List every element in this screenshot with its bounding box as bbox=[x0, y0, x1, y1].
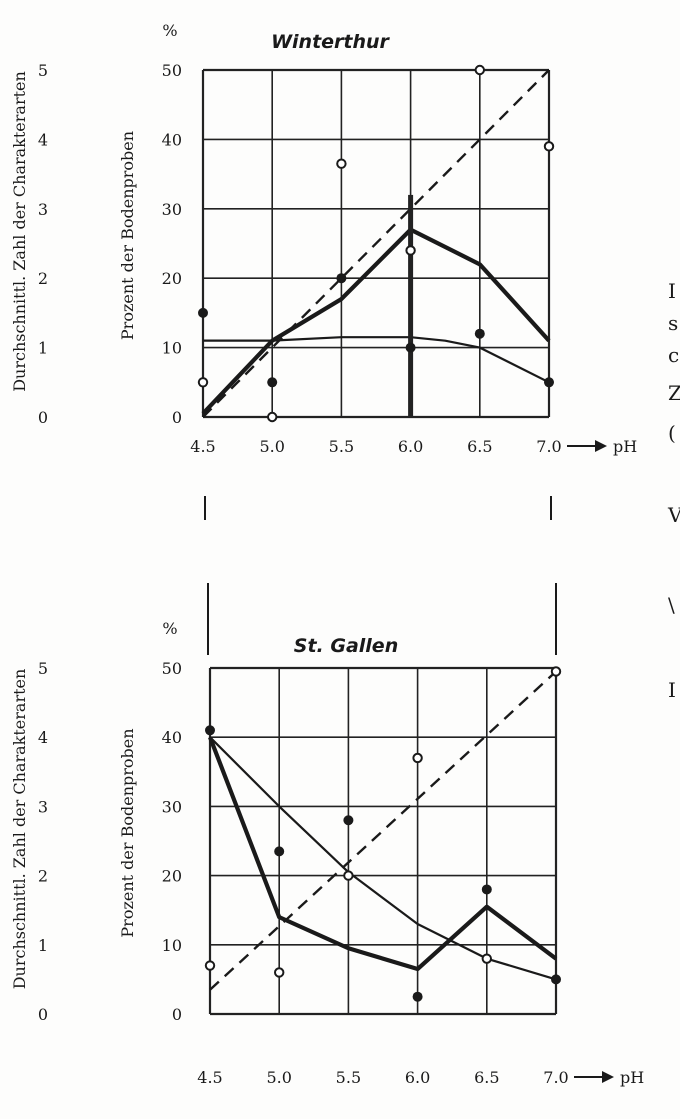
page-text-fragment: \ bbox=[668, 593, 675, 617]
data-point-filled bbox=[336, 273, 347, 284]
y-tick-label-percent: 30 bbox=[162, 200, 182, 219]
data-point-filled bbox=[544, 377, 554, 388]
page-text-fragment: I bbox=[668, 279, 676, 303]
y-tick-label-percent: 40 bbox=[162, 728, 182, 747]
y-tick-label-count: 2 bbox=[38, 867, 48, 886]
series-line-dashed bbox=[209, 670, 557, 991]
y-tick-label-percent: 40 bbox=[162, 130, 182, 149]
y-axis-label-right: Prozent der Bodenproben bbox=[118, 728, 137, 937]
x-tick-label: 5.5 bbox=[336, 1068, 361, 1087]
y-tick-label-percent: 50 bbox=[162, 659, 182, 678]
y-tick-label-count: 4 bbox=[38, 130, 48, 149]
y-tick-label-percent: 20 bbox=[162, 867, 182, 886]
x-tick-label: 7.0 bbox=[536, 437, 561, 456]
series-line-thick bbox=[201, 227, 551, 415]
arrow-head-icon bbox=[602, 1071, 614, 1083]
data-point-filled bbox=[551, 974, 561, 985]
y-tick-label-percent: 50 bbox=[162, 61, 182, 80]
x-tick-label: 6.0 bbox=[405, 1068, 430, 1087]
x-tick-label: 5.0 bbox=[259, 437, 284, 456]
data-point-filled bbox=[205, 725, 215, 736]
page-text-fragment: s bbox=[668, 311, 678, 335]
x-tick-label: 6.0 bbox=[398, 437, 423, 456]
data-point-filled bbox=[412, 991, 423, 1002]
data-point-filled bbox=[405, 342, 416, 353]
series-line-dashed bbox=[202, 69, 550, 418]
page-text-fragment: c bbox=[668, 343, 679, 367]
page-text-fragment: I bbox=[668, 678, 676, 702]
y-tick-label-percent: 10 bbox=[162, 936, 182, 955]
chart-title: Winterthur bbox=[271, 31, 390, 53]
y-tick-label-count: 1 bbox=[38, 936, 48, 955]
data-point-open bbox=[474, 64, 485, 76]
chart-st-gallen: 4.5 5.0 5.5 6.0 6.5 7.0 pH 0 10 20 30 40 50% 0 1 2 3 4 5 Du… bbox=[10, 583, 644, 1087]
data-point-open bbox=[336, 158, 347, 169]
series-line-thick bbox=[208, 736, 558, 972]
x-tick-label: 4.5 bbox=[197, 1068, 222, 1087]
y-tick-label-count: 0 bbox=[38, 1005, 48, 1024]
y-axis-label-left: Durchschnittl. Zahl der Charakterarten bbox=[10, 71, 29, 392]
data-point-filled bbox=[481, 884, 492, 895]
x-tick-label: 4.5 bbox=[190, 437, 215, 456]
x-axis-label: pH bbox=[620, 1068, 644, 1087]
data-point-open bbox=[204, 960, 216, 971]
chart-winterthur: 4.5 5.0 5.5 6.0 6.5 7.0 pH 0 10 20 30 40 50% 0 1 2 3 4 5 Du… bbox=[10, 21, 637, 520]
percent-unit-label: % bbox=[162, 619, 177, 638]
y-tick-label-count: 3 bbox=[38, 797, 48, 816]
x-tick-label: 5.5 bbox=[329, 437, 354, 456]
x-tick-label: 7.0 bbox=[543, 1068, 568, 1087]
chart-title: St. Gallen bbox=[294, 635, 398, 657]
data-point-open bbox=[267, 411, 278, 423]
data-point-filled bbox=[274, 846, 285, 857]
y-tick-label-count: 0 bbox=[38, 408, 48, 427]
y-tick-label-percent: 10 bbox=[162, 339, 182, 358]
y-tick-label-percent: 30 bbox=[162, 797, 182, 816]
x-tick-label: 6.5 bbox=[467, 437, 492, 456]
page-text-fragment: ( bbox=[668, 421, 676, 445]
x-tick-label: 6.5 bbox=[474, 1068, 499, 1087]
y-tick-label-percent: 0 bbox=[172, 1005, 182, 1024]
data-point-filled bbox=[267, 377, 278, 388]
data-point-open bbox=[550, 666, 562, 677]
y-tick-label-count: 2 bbox=[38, 269, 48, 288]
series-bar bbox=[408, 194, 414, 417]
y-tick-label-count: 4 bbox=[38, 728, 48, 747]
y-tick-label-count: 3 bbox=[38, 200, 48, 219]
y-tick-label-count: 5 bbox=[38, 659, 48, 678]
x-tick-label: 5.0 bbox=[266, 1068, 291, 1087]
page-text-fragment: V bbox=[667, 503, 680, 527]
series-line-thin bbox=[209, 736, 557, 981]
data-point-filled bbox=[343, 815, 354, 826]
y-tick-label-count: 1 bbox=[38, 339, 48, 358]
data-point-open bbox=[543, 141, 555, 152]
arrow-head-icon bbox=[595, 440, 607, 452]
page-text-fragment: Z bbox=[668, 381, 680, 405]
data-point-open bbox=[481, 953, 492, 964]
y-axis-label-right: Prozent der Bodenproben bbox=[118, 131, 137, 340]
y-tick-label-count: 5 bbox=[38, 61, 48, 80]
x-axis-label: pH bbox=[613, 437, 637, 456]
data-point-open bbox=[197, 377, 209, 388]
data-point-filled bbox=[198, 307, 208, 318]
y-axis-label-left: Durchschnittl. Zahl der Charakterarten bbox=[10, 669, 29, 990]
data-point-open bbox=[274, 967, 285, 978]
data-point-open bbox=[405, 245, 416, 256]
y-tick-label-percent: 0 bbox=[172, 408, 182, 427]
data-point-open bbox=[412, 752, 423, 764]
data-point-filled bbox=[474, 328, 485, 339]
percent-unit-label: % bbox=[162, 21, 177, 40]
data-point-open bbox=[343, 870, 354, 881]
y-tick-label-percent: 20 bbox=[162, 269, 182, 288]
